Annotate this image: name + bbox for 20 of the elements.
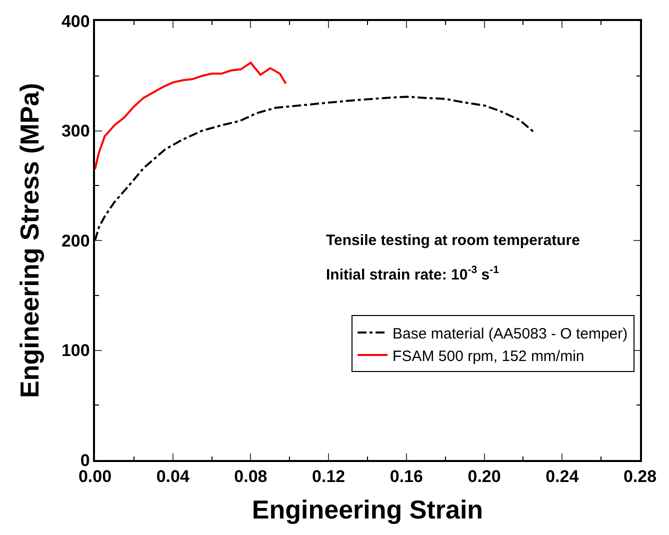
x-tick-label: 0.28	[623, 467, 657, 486]
y-tick-label: 400	[61, 12, 90, 31]
x-tick-label: 0.00	[78, 467, 112, 486]
legend-label: Base material (AA5083 - O temper)	[392, 325, 628, 342]
line-series	[95, 62, 287, 170]
x-tick-label: 0.04	[156, 467, 190, 486]
annotation: Initial strain rate: 10$^{-3}$ s$^{-1}$	[326, 264, 500, 284]
y-tick-label: 100	[61, 341, 90, 360]
x-axis-title: Engineering Strain	[252, 494, 484, 524]
x-tick-label: 0.20	[468, 467, 501, 486]
x-tick-label: 0.24	[546, 467, 580, 486]
legend-label: FSAM 500 rpm, 152 mm/min	[392, 348, 584, 365]
y-axis-title: Engineering Stress (MPa)	[14, 83, 44, 398]
x-tick-label: 0.16	[390, 467, 423, 486]
y-tick-label: 200	[61, 231, 90, 250]
y-tick-label: 0	[80, 450, 90, 470]
x-tick-label: 0.12	[312, 467, 346, 486]
annotation: Tensile testing at room temperature	[326, 232, 580, 249]
x-tick-label: 0.08	[234, 467, 268, 486]
y-tick-label: 300	[61, 122, 90, 141]
